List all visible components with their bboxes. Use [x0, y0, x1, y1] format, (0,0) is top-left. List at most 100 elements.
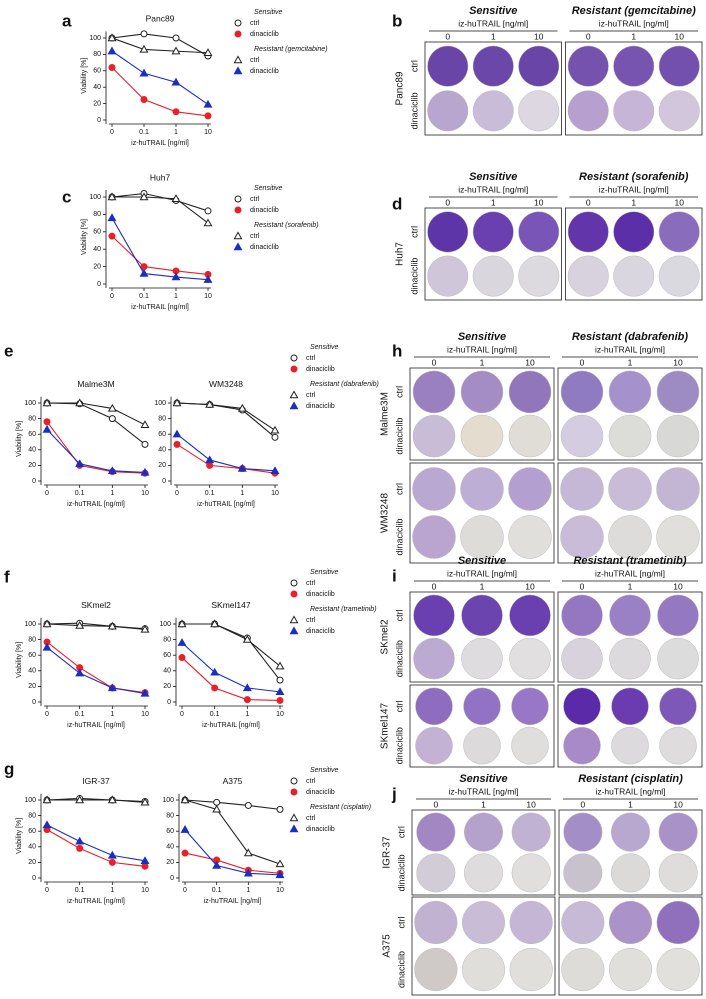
y-tick-label: 0 — [32, 699, 36, 706]
y-tick-label: 60 — [28, 431, 36, 438]
legend-label: dinaciclib — [250, 244, 279, 251]
well — [511, 812, 551, 852]
panel-letter: b — [392, 11, 402, 30]
legend-label: ctrl — [250, 20, 260, 27]
dose-label: 0 — [445, 31, 450, 41]
dose-label: 1 — [628, 799, 633, 809]
legend-label: ctrl — [306, 778, 316, 785]
well — [613, 211, 655, 253]
well — [613, 45, 655, 87]
well — [464, 853, 503, 893]
row-label: ctrl — [394, 700, 404, 712]
y-axis-label: Viability [%] — [81, 219, 88, 255]
plate-column-unit: iz-huTRAIL [ng/ml] — [599, 18, 669, 28]
well — [472, 90, 514, 132]
well — [460, 370, 504, 414]
y-tick-label: 40 — [28, 447, 36, 454]
plate-column-unit: iz-huTRAIL [ng/ml] — [599, 184, 669, 194]
panel-letter: g — [4, 759, 14, 778]
x-axis-label: iz-huTRAIL [ng/ml] — [197, 501, 255, 508]
legend-marker — [289, 824, 299, 833]
data-point — [212, 804, 222, 813]
y-tick-label: 100 — [162, 797, 174, 804]
legend-marker — [290, 354, 298, 362]
well — [463, 726, 501, 765]
legend-label: ctrl — [250, 57, 260, 64]
dose-label: 1 — [631, 31, 636, 41]
plate-column-unit: iz-huTRAIL [ng/ml] — [448, 786, 518, 796]
x-axis-label: iz-huTRAIL [ng/ml] — [202, 722, 260, 729]
data-point — [275, 661, 285, 670]
well — [659, 726, 697, 765]
well — [608, 947, 653, 992]
well — [567, 255, 609, 297]
y-tick-label: 60 — [93, 68, 101, 75]
y-tick-label: 80 — [28, 636, 36, 643]
y-tick-label: 40 — [93, 246, 101, 253]
y-tick-label: 40 — [166, 844, 174, 851]
data-point — [75, 459, 85, 468]
well — [414, 900, 458, 945]
well — [567, 90, 609, 132]
data-point — [107, 213, 117, 222]
plate-column-title: Resistant (gemcitabine) — [572, 5, 696, 17]
legend-marker — [234, 206, 242, 214]
cell-line-label: Huh7 — [395, 242, 406, 266]
y-tick-label: 20 — [28, 859, 36, 866]
x-axis-label: iz-huTRAIL [ng/ml] — [67, 898, 125, 905]
plate-column-unit: iz-huTRAIL [ng/ml] — [595, 568, 665, 578]
y-tick-label: 20 — [28, 683, 36, 690]
series-line — [184, 829, 281, 876]
well — [427, 211, 469, 253]
y-tick-label: 80 — [93, 51, 101, 58]
data-point — [108, 415, 116, 423]
well — [560, 515, 604, 559]
well — [657, 637, 699, 680]
data-point — [243, 868, 253, 877]
data-point — [205, 455, 215, 464]
x-tick-label: 10 — [141, 887, 149, 894]
cell-line-label: SKmel2 — [380, 619, 391, 654]
well — [563, 812, 603, 852]
y-tick-label: 40 — [158, 447, 166, 454]
series-line — [181, 657, 281, 701]
chart-title: WM3248 — [209, 379, 243, 389]
well — [656, 515, 700, 559]
data-point — [172, 34, 180, 42]
series-line — [176, 433, 276, 472]
data-point — [178, 654, 186, 662]
series-line — [46, 641, 146, 694]
legend-label: dinaciclib — [306, 366, 335, 373]
well — [560, 414, 604, 458]
well — [518, 90, 560, 132]
data-point — [171, 272, 181, 281]
well — [561, 637, 603, 680]
well — [511, 853, 551, 893]
data-point — [42, 424, 52, 433]
legend-label: ctrl — [306, 815, 316, 822]
dose-label: 1 — [628, 581, 633, 591]
series-line — [46, 429, 146, 473]
well — [472, 211, 514, 253]
data-point — [206, 461, 214, 469]
x-tick-label: 1 — [110, 711, 114, 718]
x-tick-label: 1 — [240, 490, 244, 497]
row-label: dinaciclib — [394, 640, 404, 677]
y-tick-label: 0 — [170, 875, 174, 882]
data-point — [107, 795, 117, 804]
data-point — [210, 619, 220, 628]
data-point — [276, 696, 284, 704]
well — [511, 687, 549, 726]
row-label: ctrl — [409, 60, 419, 72]
plate-column-title: Resistant (dabrafenib) — [572, 331, 688, 343]
legend-label: dinaciclib — [306, 403, 335, 410]
well — [509, 637, 551, 680]
y-tick-label: 60 — [158, 431, 166, 438]
well — [412, 414, 456, 458]
x-tick-label: 1 — [110, 490, 114, 497]
data-point — [275, 870, 285, 879]
cell-line-label: WM3248 — [380, 493, 391, 533]
data-point — [204, 207, 212, 215]
x-tick-label: 1 — [110, 887, 114, 894]
row-label: dinaciclib — [394, 418, 404, 455]
